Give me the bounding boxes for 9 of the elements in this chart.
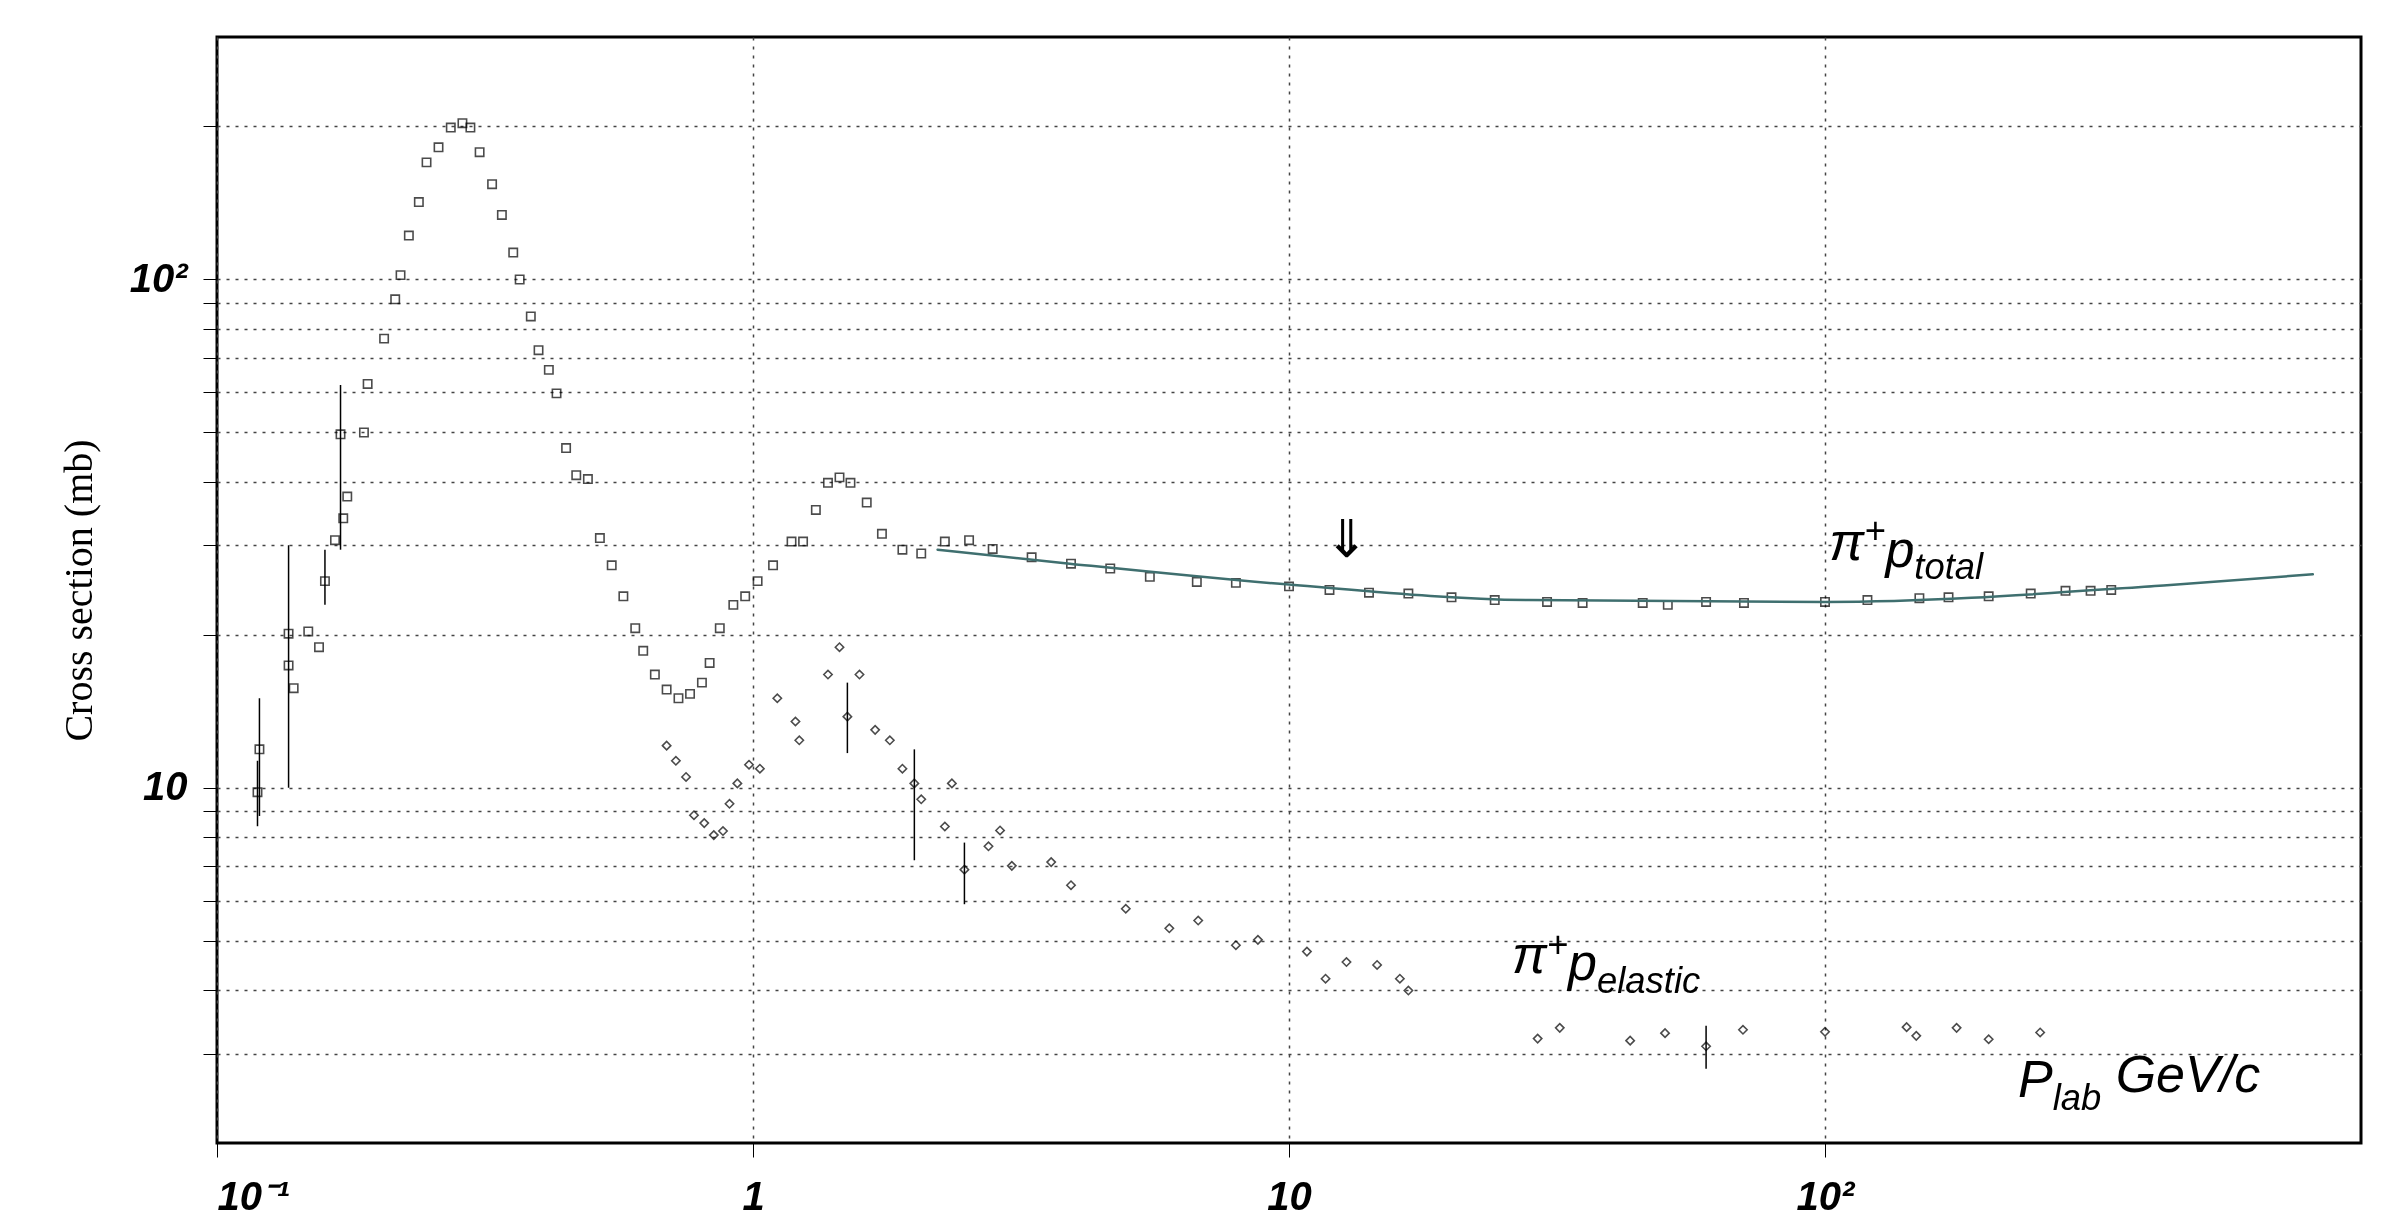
series-label: π$^{+}$p$_{elastic}$ (1511, 923, 1701, 1001)
y-axis-title: Cross section (mb) (55, 439, 101, 742)
x-tick-label: 1 (742, 1173, 765, 1218)
x-tick-label: 10² (1796, 1173, 1857, 1218)
x-axis-title: P$_{lab}$ GeV/c (2017, 1044, 2261, 1118)
x-tick-label: 10⁻¹ (217, 1173, 290, 1218)
annotation: ⇓ (1325, 509, 1369, 570)
series-label: π$^{+}$p$_{total}$ (1829, 510, 1985, 588)
x-tick-label: 10 (1267, 1173, 1312, 1218)
